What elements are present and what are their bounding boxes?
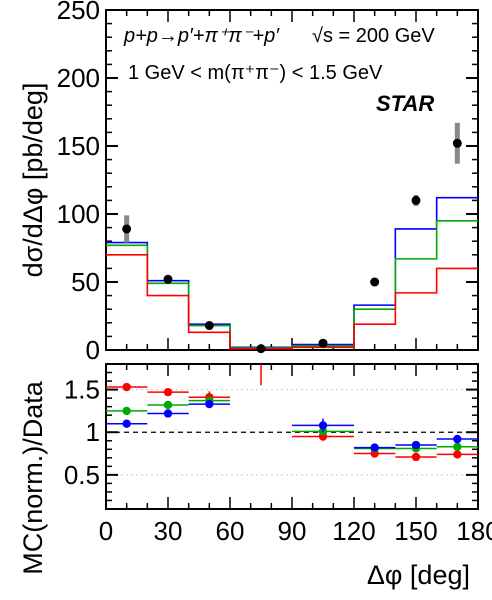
ratio-point-0 <box>453 450 462 459</box>
top-y-tick-label: 0 <box>86 335 100 365</box>
ratio-point-2 <box>318 421 328 430</box>
data-point <box>370 277 380 287</box>
top-y-tick-label: 150 <box>57 131 100 161</box>
x-axis-title: Δφ [deg] <box>367 560 470 590</box>
top-y-tick-label: 250 <box>57 0 100 25</box>
top-y-tick-label: 200 <box>57 63 100 93</box>
top-y-axis-title: dσ/dΔφ [pb/deg] <box>18 83 48 278</box>
energy-annotation: √s = 200 GeV <box>312 25 435 47</box>
top-histograms <box>106 196 478 350</box>
ratio-point-2 <box>411 440 421 450</box>
data-point <box>163 274 173 284</box>
mc-histogram-2 <box>106 254 478 350</box>
ratio-point-2 <box>163 409 173 418</box>
data-point <box>411 195 421 205</box>
x-tick-label: 30 <box>154 516 183 546</box>
x-tick-label: 60 <box>216 516 245 546</box>
ratio-point-2 <box>370 443 379 452</box>
ratio-point-0 <box>163 387 173 397</box>
bottom-y-tick-label: 1.5 <box>64 375 100 405</box>
x-tick-label: 0 <box>99 516 113 546</box>
bottom-ticks: 0.5 1 1.5 0 30 60 90 120 150 180 <box>64 364 492 546</box>
top-y-tick-label: 100 <box>57 199 100 229</box>
ratio-point-0 <box>122 382 131 392</box>
data-point <box>256 344 266 354</box>
data-point <box>452 138 462 148</box>
star-label: STAR <box>376 91 434 116</box>
ratio-point-1 <box>163 400 173 410</box>
data-point <box>318 338 328 348</box>
data-point <box>122 224 132 234</box>
x-tick-label: 120 <box>332 516 375 546</box>
bottom-ratio-points <box>106 364 478 462</box>
mass-range-annotation: 1 GeV < m(π⁺π⁻) < 1.5 GeV <box>128 62 383 84</box>
data-point <box>204 321 214 331</box>
ratio-point-2 <box>122 419 131 428</box>
ratio-point-1 <box>122 406 131 416</box>
bottom-grid <box>106 389 478 476</box>
x-tick-label: 150 <box>394 516 437 546</box>
ratio-point-2 <box>453 434 462 444</box>
top-y-tick-label: 50 <box>71 267 100 297</box>
ratio-point-2 <box>205 399 214 409</box>
x-tick-label: 180 <box>456 516 492 546</box>
top-data-points <box>122 122 462 354</box>
top-plot-frame <box>105 9 479 351</box>
mc-histogram-1 <box>106 220 478 349</box>
ratio-point-0 <box>411 452 421 462</box>
bottom-panel: 0.5 1 1.5 0 30 60 90 120 150 180 MC(norm.)/Data Δ… <box>18 363 492 590</box>
top-ticks: 0 50 100 150 200 250 <box>57 0 479 365</box>
bottom-y-axis-title: MC(norm.)/Data <box>18 380 48 575</box>
x-tick-label: 90 <box>278 516 307 546</box>
bottom-y-tick-label: 0.5 <box>64 460 100 490</box>
ratio-point-1 <box>453 442 462 451</box>
top-panel: 0 50 100 150 200 250 dσ/dΔφ [pb/deg] p+p→p′+π… <box>18 0 479 365</box>
process-annotation: p+p→p′+π⁺π⁻+p′ <box>123 25 280 47</box>
mc-histogram-0 <box>106 196 478 349</box>
bottom-y-tick-label: 1 <box>86 417 100 447</box>
